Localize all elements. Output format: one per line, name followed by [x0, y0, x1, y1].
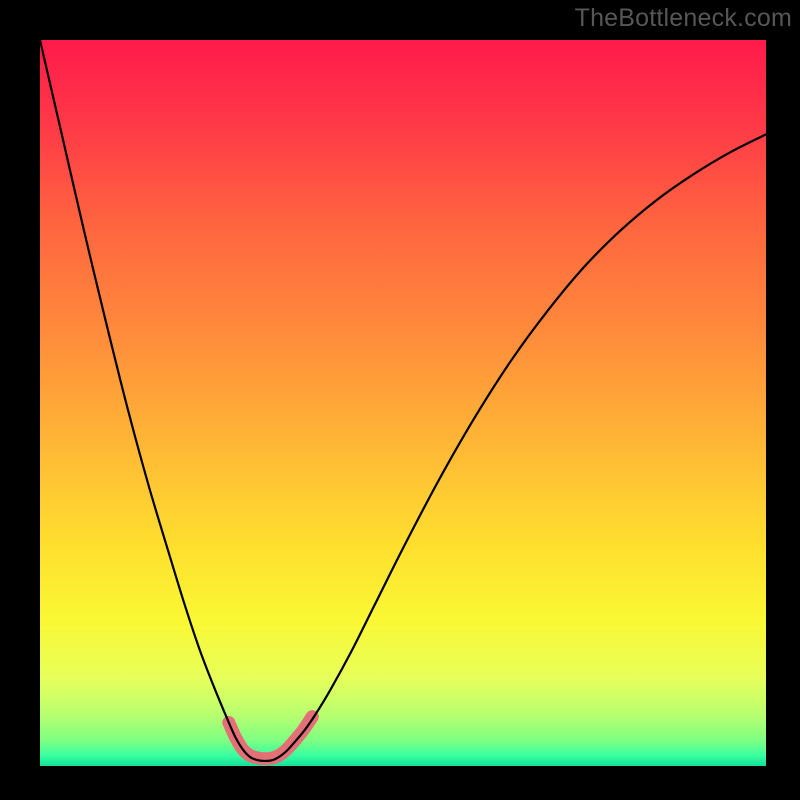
bottleneck-curve [40, 40, 766, 761]
watermark-text: TheBottleneck.com [575, 4, 792, 33]
chart-container: TheBottleneck.com [0, 0, 800, 800]
curve-layer [40, 40, 766, 766]
plot-area [40, 40, 766, 766]
